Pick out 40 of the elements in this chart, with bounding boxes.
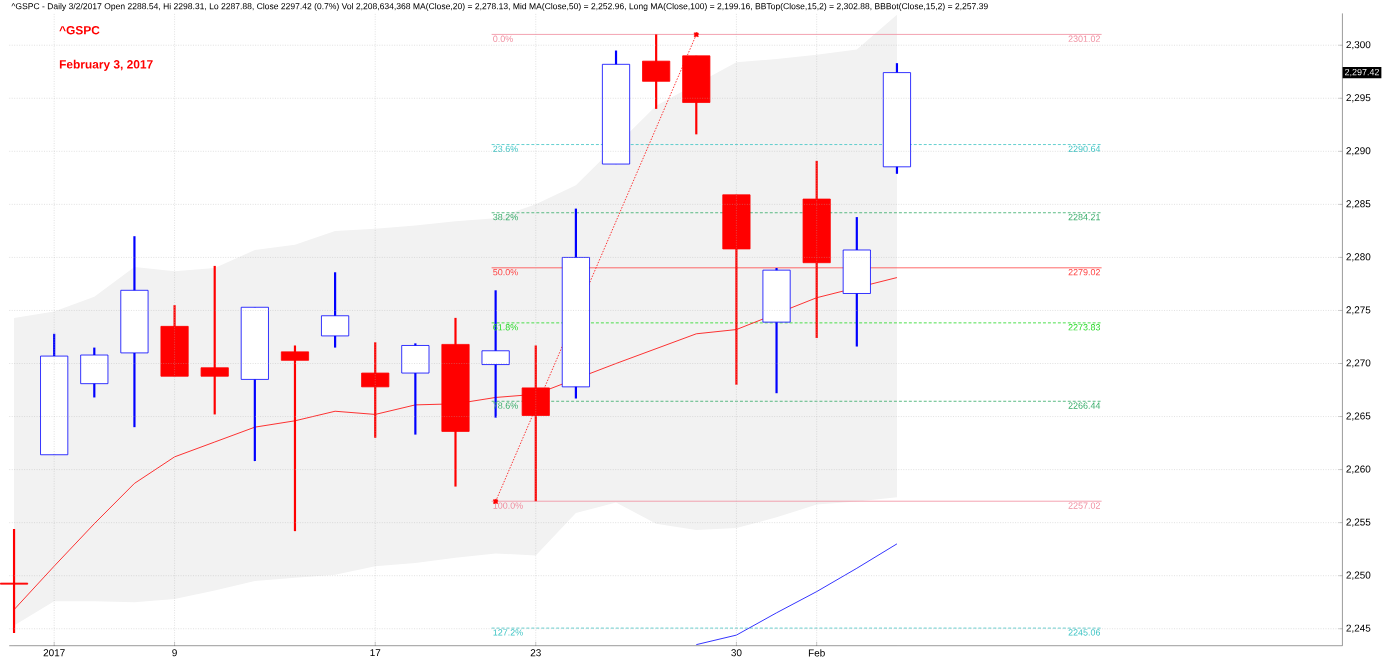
candlestick: [361, 341, 390, 440]
annotation: 100.0%: [493, 502, 523, 509]
ref-line-label: 2301.02: [1068, 35, 1100, 43]
ref-line-label: 2273.83: [1068, 324, 1101, 331]
annotation: 127.2%: [493, 629, 523, 636]
ref-line-label: 2266.44: [1068, 402, 1101, 409]
ref-line-label: 2257.02: [1068, 502, 1100, 509]
x-tick-label: 30: [731, 649, 742, 657]
annotation: 38.2%: [493, 214, 518, 221]
y-tick-label: 2,275: [1346, 306, 1371, 315]
annotation: ^GSPC: [59, 26, 100, 35]
x-tick-label: 17: [370, 649, 381, 657]
candlestick: [280, 344, 310, 533]
ref-line-label: 2290.64: [1068, 145, 1101, 153]
y-tick-label: 2,280: [1346, 253, 1371, 262]
y-tick-label: 2,245: [1346, 624, 1371, 634]
x-tick-label: 9: [172, 649, 177, 657]
line-series: [695, 543, 898, 646]
y-tick-label: 2,285: [1346, 200, 1371, 209]
x-tick-label: Feb: [808, 649, 825, 657]
y-tick-label: 2,255: [1346, 518, 1371, 527]
ref-line-label: 2279.02: [1068, 269, 1100, 276]
y-tick-label: 2,270: [1346, 359, 1371, 368]
candlestick: [200, 264, 229, 416]
x-tick-label: 23: [530, 649, 541, 657]
y-tick-label: 2,300: [1346, 41, 1371, 50]
annotation: 50.0%: [493, 269, 518, 276]
text: 2,297.42: [1345, 69, 1379, 77]
ref-line-label: 2284.21: [1068, 214, 1100, 221]
x-tick-label: 2017: [43, 649, 65, 657]
ref-line-label: 2245.06: [1068, 629, 1101, 636]
annotation: February 3, 2017: [59, 59, 153, 72]
y-tick-label: 2,265: [1346, 412, 1371, 421]
chart-title: ^GSPC - Daily 3/2/2017 Open 2288.54, Hi 2298.31, Lo 2287.88, Close 2297.42 (0.7%) Vol 2,208,634,368 MA(Close,20) = 2,278.13, Mid MA(Close,50) = 2,252.96, Long MA(Close,100) = 2,199.16, BBTop(Close,15,2) = 2,302.88, BBBot(Close,15,2) = 2,257.39: [11, 3, 988, 12]
y-tick-label: 2,250: [1346, 571, 1371, 580]
y-tick-label: 2,290: [1346, 147, 1371, 156]
annotation: 0.0%: [493, 35, 513, 43]
annotation: 23.6%: [493, 145, 518, 153]
y-tick-label: 2,260: [1346, 465, 1371, 474]
y-tick-label: 2,295: [1346, 94, 1371, 103]
